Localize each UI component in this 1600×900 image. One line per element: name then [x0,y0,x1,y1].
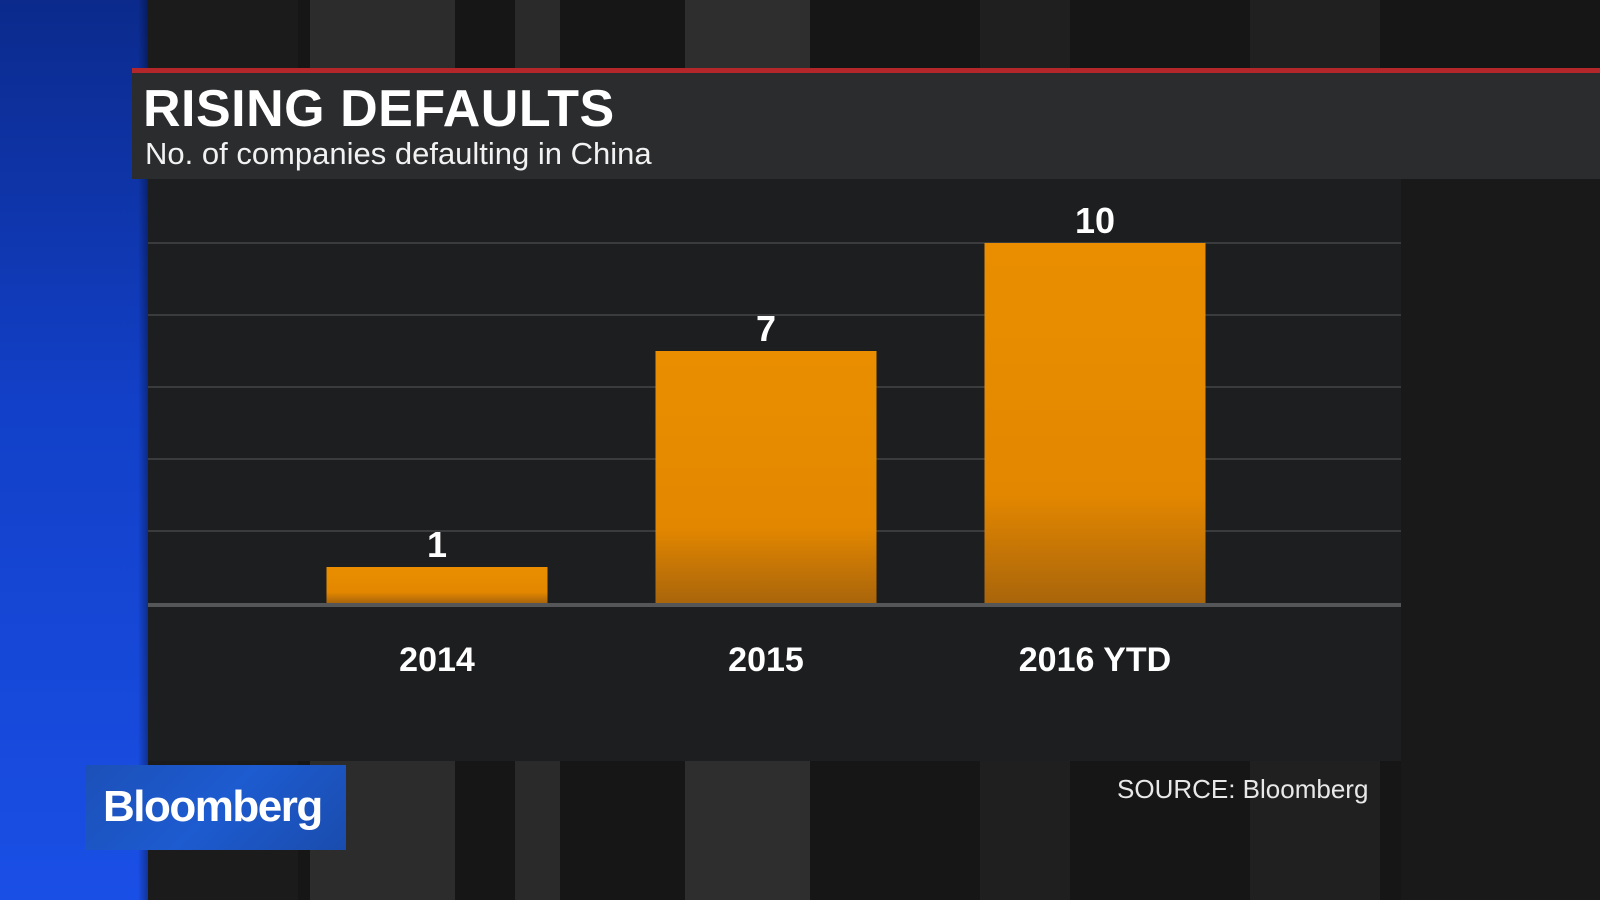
bar-2016-ytd [984,243,1206,603]
bars [326,243,1206,603]
data-label: 1 [427,524,447,565]
data-label: 10 [1075,200,1115,241]
bloomberg-logo: Bloomberg [103,782,323,831]
data-label: 7 [756,308,776,349]
bar-2015 [655,351,877,603]
chart-subtitle: No. of companies defaulting in China [145,136,652,171]
category-label: 2015 [728,641,804,679]
source-note: SOURCE: Bloomberg [1117,774,1369,804]
bar-chart: 1 2014 7 2015 10 2016 YTD [148,200,1401,679]
header-accent-line [132,68,1600,73]
category-label: 2014 [399,641,475,679]
bloomberg-logo-box [85,765,346,850]
category-label: 2016 YTD [1019,641,1171,679]
bar-2014 [326,567,548,603]
blue-side-panel [0,0,148,900]
chart-title: RISING DEFAULTS [143,80,615,138]
labels: 1 2014 7 2015 10 2016 YTD [399,200,1171,679]
right-background [1401,179,1600,900]
title-banner [132,73,1600,179]
